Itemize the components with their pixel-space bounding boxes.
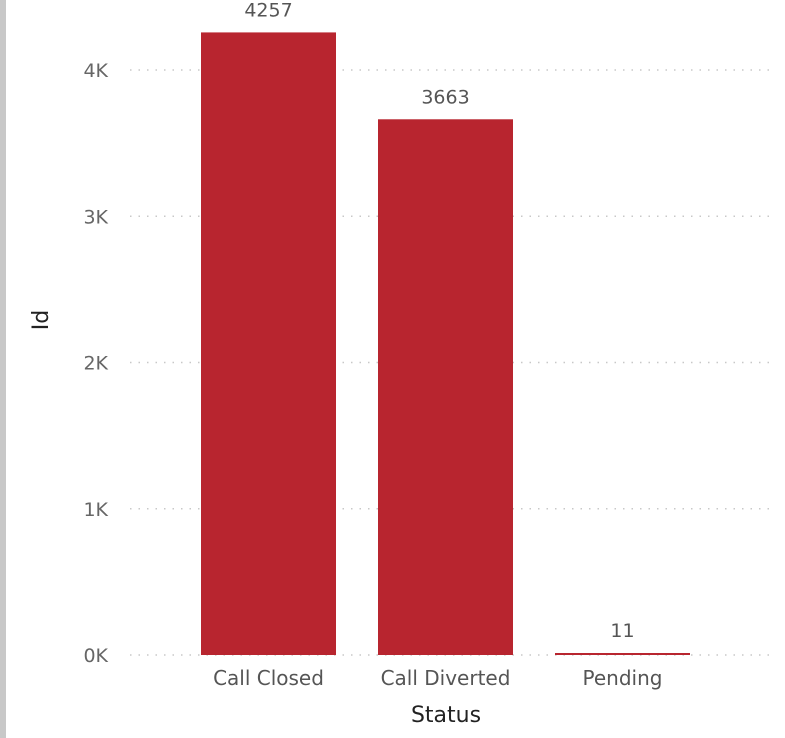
y-axis-title: Id [29, 310, 54, 330]
bar[interactable] [555, 653, 690, 655]
y-tick-label: 1K [83, 499, 108, 521]
x-tick-label: Pending [583, 666, 663, 690]
x-tick-label: Call Closed [213, 666, 324, 690]
data-labels: 4257 3663 11 [244, 0, 634, 642]
y-tick-label: 2K [83, 353, 108, 375]
x-tick-label: Call Diverted [381, 666, 511, 690]
x-axis-ticks: Call Closed Call Diverted Pending [213, 666, 662, 690]
x-axis-title: Status [411, 703, 481, 728]
data-label: 4257 [244, 0, 292, 21]
data-label: 11 [610, 620, 634, 642]
bars [201, 32, 690, 655]
y-axis-ticks: 0K 1K 2K 3K 4K [83, 60, 108, 667]
data-label: 3663 [421, 86, 469, 108]
bar[interactable] [201, 32, 336, 655]
bar[interactable] [378, 119, 513, 655]
y-tick-label: 3K [83, 206, 108, 228]
y-tick-label: 4K [83, 60, 108, 82]
y-tick-label: 0K [83, 645, 108, 667]
panel-left-border [0, 0, 6, 738]
